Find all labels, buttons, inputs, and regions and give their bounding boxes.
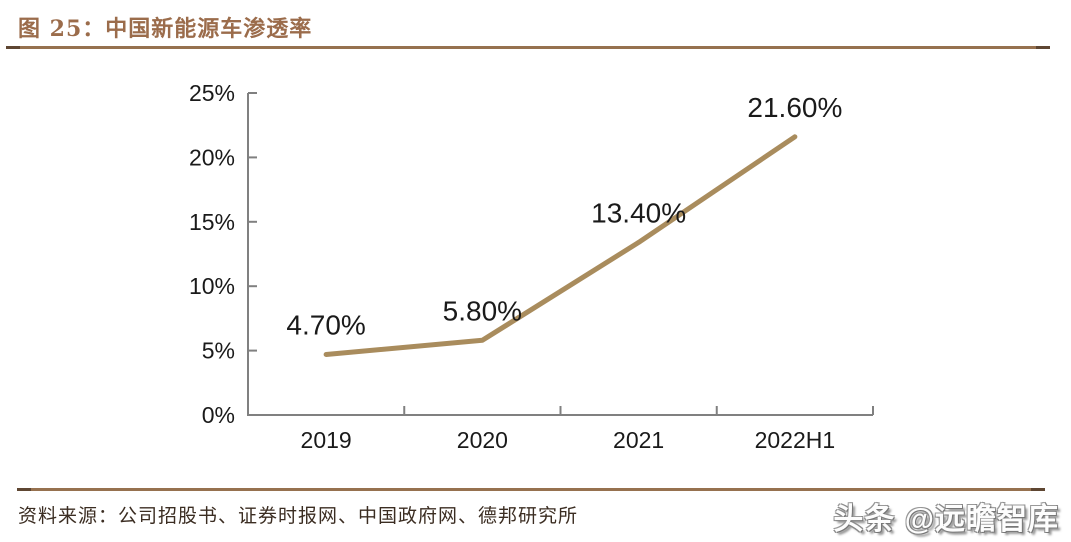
y-tick-label: 0% bbox=[202, 402, 235, 428]
x-tick-label: 2022H1 bbox=[755, 427, 836, 453]
footer-divider bbox=[17, 488, 1045, 491]
data-label: 4.70% bbox=[286, 309, 365, 340]
source-citation: 资料来源：公司招股书、证券时报网、中国政府网、德邦研究所 bbox=[18, 505, 579, 527]
y-tick-label: 25% bbox=[189, 80, 235, 106]
series-line bbox=[323, 134, 798, 357]
toutiao-watermark: 头条 @远瞻智库 bbox=[833, 503, 1059, 536]
figure-title: 图 25：中国新能源车渗透率 bbox=[18, 16, 313, 42]
data-label: 5.80% bbox=[443, 295, 522, 326]
axes bbox=[247, 93, 873, 416]
x-tick-label: 2021 bbox=[613, 427, 664, 453]
title-divider bbox=[6, 46, 1050, 49]
y-tick-label: 10% bbox=[189, 273, 235, 299]
y-tick-label: 15% bbox=[189, 209, 235, 235]
y-tick-label: 20% bbox=[189, 144, 235, 170]
data-label: 13.40% bbox=[591, 197, 686, 228]
data-label: 21.60% bbox=[747, 92, 842, 123]
x-tick-label: 2020 bbox=[457, 427, 508, 453]
y-tick-label: 5% bbox=[202, 338, 235, 364]
x-tick-label: 2019 bbox=[301, 427, 352, 453]
